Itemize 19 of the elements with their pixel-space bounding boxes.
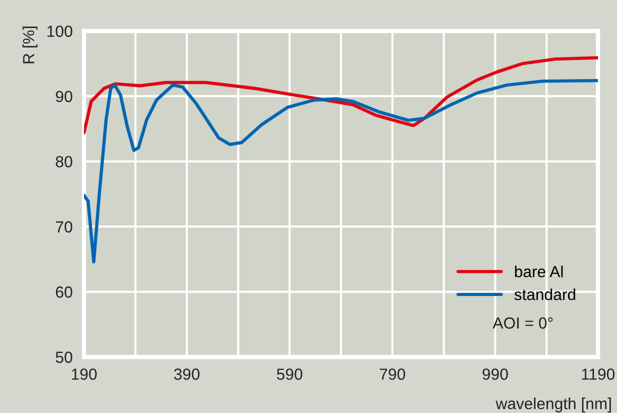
line-series (84, 78, 598, 264)
legend-label: standard (514, 288, 576, 300)
x-tick-label: 390 (174, 368, 200, 380)
x-tick-label: 790 (380, 368, 406, 380)
x-tick-label: 190 (72, 368, 97, 380)
y-tick-label: 50 (56, 352, 72, 363)
y-tick-label: 60 (56, 286, 72, 298)
y-tick-label: 70 (56, 221, 72, 233)
annotation: AOI = 0° (492, 317, 553, 329)
x-tick-label: 590 (276, 368, 302, 380)
x-axis-title: wavelength [nm] (496, 398, 611, 412)
legend-label: bare Al (515, 266, 563, 278)
x-tick-label: 990 (482, 368, 508, 380)
y-tick-label: 80 (56, 156, 72, 168)
y-axis-title: R [%] (22, 26, 38, 64)
line-series (84, 56, 598, 134)
y-tick-label: 100 (47, 26, 72, 37)
y-tick-label: 90 (56, 90, 72, 102)
x-tick-label: 1190 (582, 368, 615, 380)
